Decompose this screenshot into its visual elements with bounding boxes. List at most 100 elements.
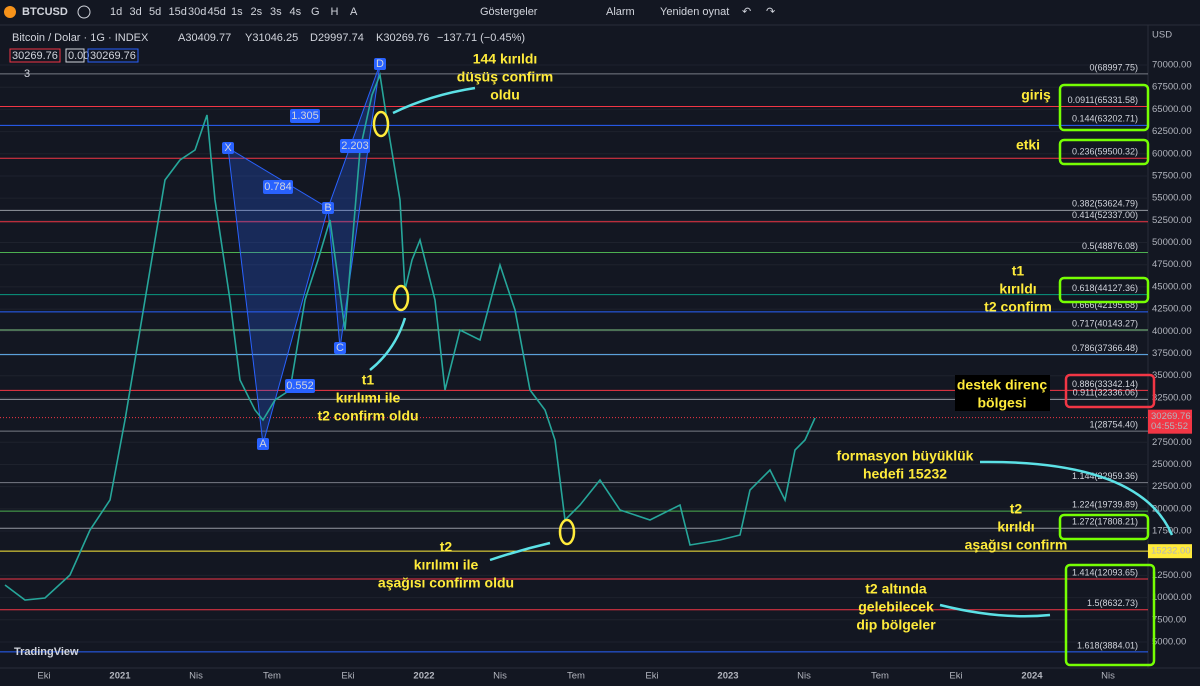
fib-label: 0.717(40143.27) <box>1072 318 1138 328</box>
box-effect <box>1058 138 1150 166</box>
currency[interactable]: USD <box>1152 30 1172 41</box>
ratio-label: 1.305 <box>291 110 319 122</box>
price-tick-label: 52500.00 <box>1152 215 1192 226</box>
last-price: 30269.76 <box>1151 411 1191 422</box>
coin-icon <box>4 6 16 18</box>
arrow-t1 <box>369 317 407 371</box>
price-tick-label: 12500.00 <box>1152 570 1192 581</box>
arrow-144 <box>392 86 476 115</box>
undo[interactable]: ↶ <box>742 6 751 18</box>
time-tick-label: 2021 <box>109 671 131 682</box>
branding: TradingView <box>14 646 79 658</box>
interval[interactable]: 5d <box>149 6 161 18</box>
legend-box <box>9 48 61 63</box>
interval[interactable]: 45d <box>208 6 226 18</box>
interval[interactable]: 4s <box>290 6 302 18</box>
box-dip <box>1064 563 1156 667</box>
time-tick-label: Tem <box>871 671 889 682</box>
target-label: 15232.00 <box>1151 546 1191 557</box>
time-tick-label: Eki <box>949 671 962 682</box>
legend-title: Bitcoin / Dolar · 1G · INDEX <box>12 32 149 44</box>
countdown: 04:55:52 <box>1151 421 1188 432</box>
replay[interactable]: Yeniden oynat <box>660 6 729 18</box>
annotation: destek direnç <box>957 377 1047 393</box>
fib-label: 1.618(3884.01) <box>1077 640 1138 650</box>
fib-label: 0.414(52337.00) <box>1072 210 1138 220</box>
last-price-badge <box>1148 409 1192 434</box>
annotation: kırıldı <box>999 281 1036 297</box>
fib-label: 0.236(59500.32) <box>1072 147 1138 157</box>
annotation: gelebilecek <box>858 599 934 615</box>
annotation: aşağısı confirm oldu <box>378 575 514 591</box>
indicators[interactable]: Göstergeler <box>480 6 538 18</box>
legend-box-text: 30269.76 <box>12 50 58 62</box>
time-tick-label: 2024 <box>1021 671 1043 682</box>
ohlc-value: D29997.74 <box>310 32 364 44</box>
fib-label: 1.414(12093.65) <box>1072 567 1138 577</box>
price-tick-label: 62500.00 <box>1152 126 1192 137</box>
pattern-point <box>257 438 269 450</box>
ohlc-value: Y31046.25 <box>245 32 298 44</box>
arrow-dip <box>939 603 1051 618</box>
time-tick-label: 2023 <box>717 671 738 682</box>
ratio-label: 0.552 <box>286 380 314 392</box>
annotation: t2 confirm <box>984 299 1052 315</box>
fib-label: 1.272(17808.21) <box>1072 517 1138 527</box>
fib-label: 1(28754.40) <box>1089 420 1138 430</box>
marker-144 <box>372 110 390 138</box>
fib-label: 0.786(37366.48) <box>1072 343 1138 353</box>
interval[interactable]: 3s <box>270 6 282 18</box>
zone-bg <box>955 375 1050 411</box>
time-tick-label: Eki <box>341 671 354 682</box>
marker-t2 <box>558 518 576 546</box>
symbol[interactable]: BTCUSD <box>22 6 68 18</box>
time-tick-label: Nis <box>493 671 507 682</box>
collapse[interactable]: 3 <box>24 68 30 80</box>
price-tick-label: 22500.00 <box>1152 481 1192 492</box>
interval[interactable]: G <box>311 6 320 18</box>
pattern-label: X <box>224 142 232 154</box>
price-tick-label: 20000.00 <box>1152 503 1192 514</box>
price-tick-label: 45000.00 <box>1152 281 1192 292</box>
annotation: t1 <box>1012 263 1025 279</box>
ratio-box <box>340 139 370 153</box>
price-tick-label: 37500.00 <box>1152 348 1192 359</box>
annotation: kırılımı ile <box>336 390 401 406</box>
ratio-label: 2.203 <box>341 140 369 152</box>
price-tick-label: 35000.00 <box>1152 370 1192 381</box>
fib-label: 0.911(32336.06) <box>1073 388 1138 398</box>
price-tick-label: 25000.00 <box>1152 459 1192 470</box>
price-tick-label: 60000.00 <box>1152 148 1192 159</box>
interval[interactable]: A <box>350 6 358 18</box>
target-badge <box>1148 544 1192 559</box>
interval[interactable]: 1s <box>231 6 243 18</box>
interval[interactable]: 30d <box>188 6 206 18</box>
ratio-box <box>285 379 315 393</box>
pattern-label: D <box>376 58 384 70</box>
redo[interactable]: ↷ <box>766 6 775 18</box>
price-tick-label: 55000.00 <box>1152 193 1192 204</box>
annotation: t2 confirm oldu <box>317 408 418 424</box>
time-tick-label: Nis <box>797 671 811 682</box>
annotation: t2 altında <box>865 581 927 597</box>
interval[interactable]: 15d <box>169 6 187 18</box>
pattern-point <box>322 202 334 214</box>
interval[interactable]: 3d <box>130 6 142 18</box>
interval[interactable]: 2s <box>251 6 263 18</box>
fib-label: 0(68997.75) <box>1089 62 1138 72</box>
add-symbol[interactable] <box>77 5 91 19</box>
time-tick-label: Eki <box>645 671 658 682</box>
time-tick-label: Tem <box>263 671 281 682</box>
price-tick-label: 32500.00 <box>1152 392 1192 403</box>
interval[interactable]: 1d <box>110 6 122 18</box>
time-tick-label: Tem <box>567 671 585 682</box>
interval[interactable]: H <box>331 6 339 18</box>
alert[interactable]: Alarm <box>606 6 635 18</box>
price-tick-label: 47500.00 <box>1152 259 1192 270</box>
arrow-t2 <box>489 541 551 562</box>
annotation: kırılımı ile <box>414 557 479 573</box>
fib-label: 0.886(33342.14) <box>1072 379 1138 389</box>
pattern-point <box>222 142 234 154</box>
marker-t1 <box>392 284 410 312</box>
